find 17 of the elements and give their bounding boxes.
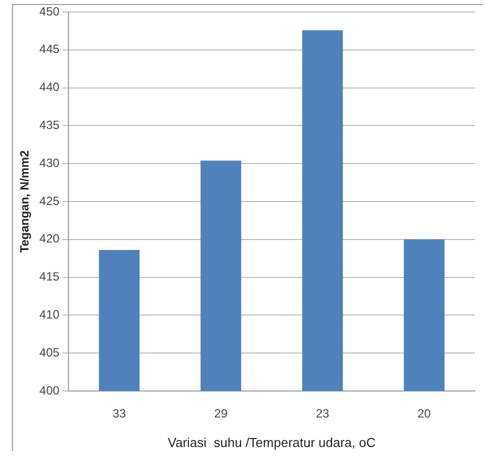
x-tick-label: 29 <box>214 406 228 421</box>
y-axis-title: Tegangan, N/mm2 <box>18 150 32 253</box>
x-tick-label: 23 <box>316 406 330 421</box>
y-tick-label: 425 <box>39 194 60 208</box>
y-tick-label: 430 <box>39 156 60 170</box>
x-tick-label: 33 <box>112 406 126 421</box>
x-axis-title: Variasi suhu /Temperatur udara, oC <box>168 434 376 450</box>
y-tick-label: 400 <box>39 383 60 398</box>
y-tick-label: 450 <box>39 4 60 18</box>
x-tick-label: 20 <box>418 406 432 421</box>
y-tick-label: 410 <box>39 308 60 322</box>
y-tick-label: 415 <box>39 270 60 284</box>
y-tick-label: 420 <box>39 232 60 246</box>
y-tick-label: 440 <box>39 80 60 94</box>
y-tick-label: 445 <box>39 42 60 56</box>
y-tick-label: 405 <box>39 345 60 360</box>
y-tick-label: 435 <box>39 118 60 132</box>
